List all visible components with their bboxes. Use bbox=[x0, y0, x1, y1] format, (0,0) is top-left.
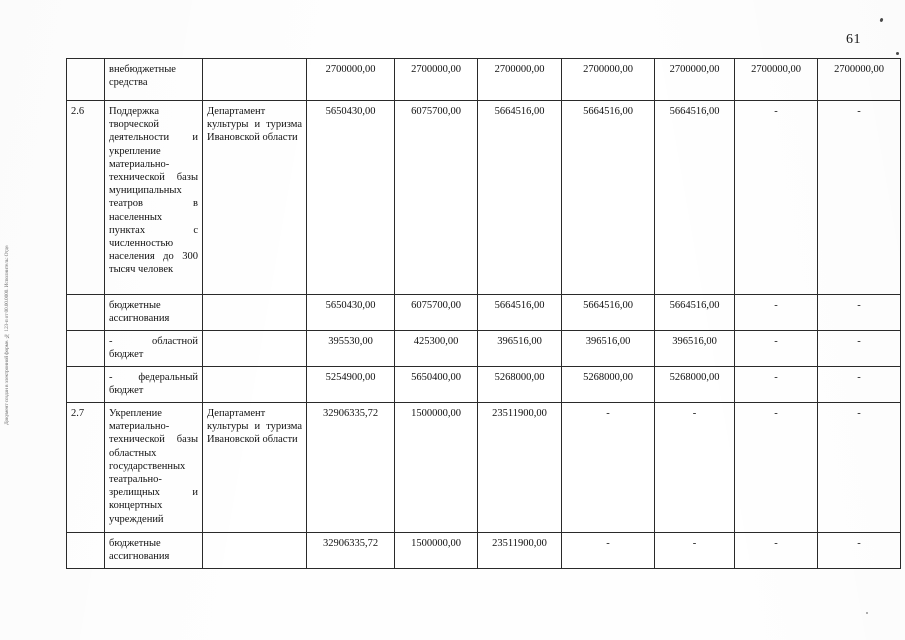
cell-amount: - bbox=[734, 294, 818, 331]
cell-amount: - bbox=[734, 532, 818, 569]
cell-amount: 5664516,00 bbox=[561, 294, 655, 331]
cell-measure-name: - федеральный бюджет bbox=[104, 366, 203, 403]
cell-amount: 23511900,00 bbox=[477, 532, 562, 569]
cell-amount: 2700000,00 bbox=[734, 58, 818, 101]
cell-amount: 5664516,00 bbox=[561, 100, 655, 295]
cell-measure-name: Укрепление материально-технической базы … bbox=[104, 402, 203, 533]
scan-speck bbox=[866, 612, 868, 614]
cell-amount: - bbox=[561, 532, 655, 569]
cell-amount: - bbox=[734, 100, 818, 295]
cell-index bbox=[66, 532, 105, 569]
table-row: - областной бюджет 395530,00 425300,00 3965… bbox=[66, 330, 901, 367]
cell-amount: - bbox=[734, 330, 818, 367]
cell-measure-name: бюджетные ассигнования bbox=[104, 532, 203, 569]
cell-amount: 5254900,00 bbox=[306, 366, 395, 403]
cell-executor bbox=[202, 58, 307, 101]
cell-amount: 1500000,00 bbox=[394, 402, 478, 533]
cell-executor bbox=[202, 294, 307, 331]
cell-amount: 2700000,00 bbox=[306, 58, 395, 101]
cell-amount: - bbox=[817, 294, 901, 331]
cell-amount: - bbox=[817, 402, 901, 533]
cell-amount: 5268000,00 bbox=[654, 366, 735, 403]
cell-measure-name: внебюджетные средства bbox=[104, 58, 203, 101]
cell-amount: 5664516,00 bbox=[477, 100, 562, 295]
table-row: внебюджетные средства 2700000,00 2700000,0… bbox=[66, 58, 901, 101]
cell-amount: 396516,00 bbox=[654, 330, 735, 367]
cell-amount: 2700000,00 bbox=[394, 58, 478, 101]
table-row: бюджетные ассигнования 32906335,72 1500000… bbox=[66, 532, 901, 569]
table-row: 2.7 Укрепление материально-технической ба… bbox=[66, 402, 901, 533]
scan-speck bbox=[896, 52, 899, 55]
cell-amount: 23511900,00 bbox=[477, 402, 562, 533]
table-row: бюджетные ассигнования 5650430,00 6075700,… bbox=[66, 294, 901, 331]
budget-table: внебюджетные средства 2700000,00 2700000,0… bbox=[66, 58, 901, 569]
budget-table-container: внебюджетные средства 2700000,00 2700000,0… bbox=[66, 58, 901, 569]
cell-index bbox=[66, 330, 105, 367]
cell-amount: - bbox=[817, 100, 901, 295]
cell-amount: 2700000,00 bbox=[654, 58, 735, 101]
margin-scan-stamp: Документ создан в электронной форме. № 1… bbox=[4, 245, 10, 425]
cell-index bbox=[66, 294, 105, 331]
cell-measure-name: Поддержка творческой деятельности и укре… bbox=[104, 100, 203, 295]
cell-amount: - bbox=[654, 402, 735, 533]
table-row: 2.6 Поддержка творческой деятельности и у… bbox=[66, 100, 901, 295]
cell-amount: - bbox=[817, 532, 901, 569]
cell-amount: 6075700,00 bbox=[394, 100, 478, 295]
cell-amount: 5268000,00 bbox=[561, 366, 655, 403]
cell-amount: 425300,00 bbox=[394, 330, 478, 367]
cell-amount: - bbox=[734, 366, 818, 403]
cell-amount: 2700000,00 bbox=[561, 58, 655, 101]
cell-executor bbox=[202, 330, 307, 367]
cell-amount: 5664516,00 bbox=[477, 294, 562, 331]
cell-amount: 5650430,00 bbox=[306, 294, 395, 331]
cell-amount: 5664516,00 bbox=[654, 294, 735, 331]
cell-index bbox=[66, 58, 105, 101]
cell-amount: 5650400,00 bbox=[394, 366, 478, 403]
cell-amount: - bbox=[561, 402, 655, 533]
cell-amount: 5650430,00 bbox=[306, 100, 395, 295]
cell-amount: 5268000,00 bbox=[477, 366, 562, 403]
cell-executor: Департамент культуры и туризма Ивановско… bbox=[202, 100, 307, 295]
cell-amount: - bbox=[817, 330, 901, 367]
page-number: 61 bbox=[846, 32, 861, 47]
cell-amount: 2700000,00 bbox=[817, 58, 901, 101]
cell-measure-name: бюджетные ассигнования bbox=[104, 294, 203, 331]
cell-amount: 2700000,00 bbox=[477, 58, 562, 101]
cell-amount: 396516,00 bbox=[561, 330, 655, 367]
cell-amount: 32906335,72 bbox=[306, 402, 395, 533]
cell-index bbox=[66, 366, 105, 403]
cell-index: 2.7 bbox=[66, 402, 105, 533]
cell-index: 2.6 bbox=[66, 100, 105, 295]
cell-amount: 5664516,00 bbox=[654, 100, 735, 295]
cell-amount: 396516,00 bbox=[477, 330, 562, 367]
cell-executor bbox=[202, 366, 307, 403]
cell-executor bbox=[202, 532, 307, 569]
cell-amount: 1500000,00 bbox=[394, 532, 478, 569]
budget-table-body: внебюджетные средства 2700000,00 2700000,0… bbox=[66, 58, 901, 569]
table-row: - федеральный бюджет 5254900,00 5650400,00… bbox=[66, 366, 901, 403]
cell-measure-name: - областной бюджет bbox=[104, 330, 203, 367]
cell-amount: 32906335,72 bbox=[306, 532, 395, 569]
cell-amount: 6075700,00 bbox=[394, 294, 478, 331]
scan-speck bbox=[879, 17, 884, 23]
cell-amount: - bbox=[817, 366, 901, 403]
cell-amount: - bbox=[734, 402, 818, 533]
cell-amount: 395530,00 bbox=[306, 330, 395, 367]
cell-executor: Департамент культуры и туризма Ивановско… bbox=[202, 402, 307, 533]
cell-amount: - bbox=[654, 532, 735, 569]
